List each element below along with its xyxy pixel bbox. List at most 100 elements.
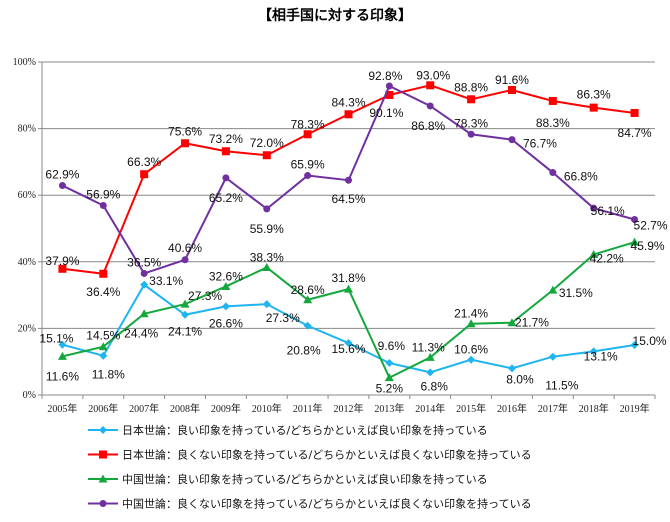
data-point-triangle: [57, 351, 67, 360]
data-point-circle: [467, 130, 475, 138]
data-label: 52.7%: [634, 219, 668, 233]
series-2: [57, 237, 640, 382]
data-point-square: [99, 450, 107, 459]
data-label: 36.5%: [127, 255, 161, 269]
data-label: 15.0%: [633, 334, 667, 348]
data-label: 33.1%: [149, 274, 183, 288]
data-label: 86.3%: [577, 88, 611, 102]
y-tick-label: 40%: [18, 257, 36, 268]
data-point-diamond: [548, 352, 557, 361]
data-point-triangle: [262, 262, 272, 271]
data-point-circle: [58, 182, 66, 190]
data-label: 64.5%: [331, 192, 365, 206]
data-label: 27.3%: [188, 289, 222, 303]
x-tick-label: 2008年: [170, 402, 200, 415]
data-point-diamond: [99, 426, 107, 434]
data-point-square: [303, 130, 312, 139]
data-point-diamond: [140, 280, 149, 289]
data-point-diamond: [58, 340, 67, 349]
data-point-diamond: [385, 359, 394, 368]
data-label: 20.8%: [287, 344, 321, 358]
data-point-square: [467, 95, 476, 104]
data-point-triangle: [630, 237, 640, 246]
data-point-diamond: [181, 310, 190, 319]
x-tick-label: 2016年: [497, 402, 527, 415]
series-3: [58, 82, 639, 277]
data-label: 42.2%: [590, 251, 624, 265]
data-point-square: [548, 96, 557, 105]
data-label: 62.9%: [45, 168, 79, 182]
legend: 日本世論：良い印象を持っている/どちらかといえば良い印象を持っている日本世論：良…: [88, 423, 532, 511]
x-tick-label: 2014年: [415, 402, 445, 415]
data-label: 11.5%: [545, 379, 578, 393]
data-point-square: [181, 139, 190, 148]
data-label: 55.9%: [250, 222, 284, 236]
x-tick-label: 2005年: [47, 402, 77, 415]
data-label: 90.1%: [369, 106, 403, 120]
series-0: [58, 280, 639, 377]
data-point-circle: [426, 102, 434, 110]
legend-entry: 中国世論：良くない印象を持っている/どちらかといえば良くない印象を持っている: [122, 497, 532, 511]
data-point-diamond: [630, 341, 639, 350]
data-point-diamond: [467, 355, 476, 364]
data-point-square: [344, 110, 353, 119]
data-point-triangle: [548, 285, 558, 294]
x-tick-label: 2019年: [620, 402, 650, 415]
data-label: 37.9%: [45, 254, 79, 268]
data-point-diamond: [303, 321, 312, 330]
data-label: 21.7%: [515, 316, 549, 330]
data-point-diamond: [426, 368, 435, 377]
data-label: 72.0%: [250, 136, 284, 150]
data-label: 21.4%: [454, 307, 488, 321]
data-point-diamond: [589, 347, 598, 356]
data-point-circle: [385, 82, 393, 90]
series-lines: [57, 81, 640, 382]
x-tick-label: 2010年: [252, 402, 282, 415]
data-point-circle: [508, 136, 516, 144]
y-tick-label: 20%: [18, 323, 36, 334]
axes: 0% 20% 40% 60% 80% 100% 2005年 2006年 2007年 2008年 20…: [13, 57, 656, 415]
x-tick-label: 2018年: [579, 402, 609, 415]
data-point-square: [221, 147, 230, 156]
data-point-circle: [99, 202, 107, 210]
data-label: 88.8%: [454, 80, 488, 94]
data-point-diamond: [262, 300, 271, 309]
data-point-circle: [345, 176, 352, 184]
data-label: 10.6%: [454, 343, 488, 357]
data-label: 28.6%: [291, 283, 325, 297]
data-point-square: [589, 103, 598, 112]
data-label: 45.9%: [631, 239, 665, 253]
data-label: 24.1%: [168, 325, 202, 339]
data-point-square: [385, 90, 394, 99]
data-label: 56.9%: [86, 188, 120, 202]
data-label: 11.8%: [92, 368, 125, 382]
data-label: 93.0%: [416, 68, 450, 82]
data-label: 15.6%: [331, 342, 365, 356]
data-point-square: [630, 108, 639, 117]
x-tick-label: 2015年: [456, 402, 486, 415]
data-label: 6.8%: [421, 379, 449, 393]
data-label: 65.9%: [291, 158, 325, 172]
data-label: 86.8%: [411, 119, 445, 133]
data-label: 5.2%: [376, 382, 404, 396]
data-label: 36.4%: [86, 285, 120, 299]
data-point-triangle: [98, 474, 108, 483]
x-tick-label: 2013年: [374, 402, 404, 415]
data-label: 84.7%: [618, 126, 652, 140]
data-label: 66.3%: [127, 155, 161, 169]
data-label: 11.6%: [46, 369, 79, 383]
data-label: 32.6%: [209, 269, 243, 283]
data-point-square: [58, 264, 67, 273]
data-label: 92.8%: [368, 69, 402, 83]
data-label: 9.6%: [378, 339, 406, 353]
data-point-circle: [222, 174, 230, 182]
data-point-circle: [631, 216, 639, 224]
data-point-diamond: [99, 351, 108, 360]
chart-title: 【相手国に対する印象】: [258, 7, 412, 24]
data-point-diamond: [344, 339, 353, 348]
data-label: 78.3%: [454, 116, 488, 130]
data-label: 73.2%: [209, 132, 243, 146]
x-tick-label: 2011年: [293, 402, 323, 415]
data-point-square: [262, 151, 271, 160]
